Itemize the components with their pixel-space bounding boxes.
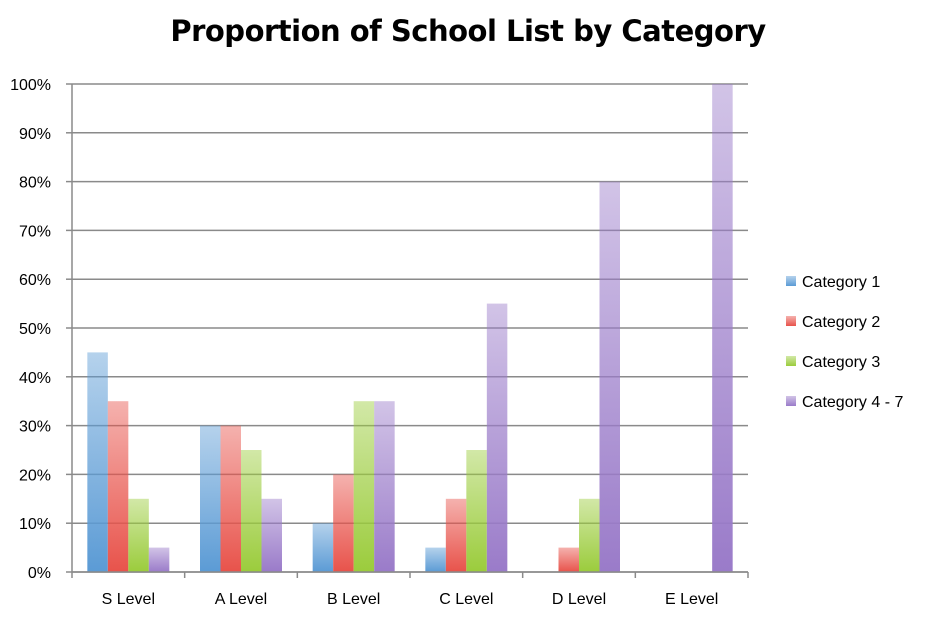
bar-d-level-category-4-7 — [599, 181, 620, 572]
bar-b-level-category-4-7 — [374, 401, 395, 572]
bar-d-level-category-3 — [579, 498, 600, 572]
legend-swatch-category-2 — [786, 316, 796, 326]
y-tick-label: 10% — [19, 516, 51, 533]
x-tick-label: E Level — [665, 591, 718, 608]
y-tick-label: 50% — [19, 321, 51, 338]
bar-a-level-category-3 — [241, 450, 262, 572]
legend-swatch-category-1 — [786, 276, 796, 286]
legend-label-category-4-7: Category 4 - 7 — [802, 394, 903, 411]
y-tick-label: 40% — [19, 370, 51, 387]
x-tick-label: S Level — [102, 591, 155, 608]
bar-a-level-category-1 — [200, 425, 221, 572]
legend-swatch-category-4-7 — [786, 396, 796, 406]
y-tick-label: 100% — [10, 77, 51, 94]
legend-label-category-2: Category 2 — [802, 314, 880, 331]
bars — [87, 84, 733, 572]
legend-label-category-1: Category 1 — [802, 274, 880, 291]
x-tick-label: A Level — [215, 591, 267, 608]
chart-title: Proportion of School List by Category — [170, 14, 766, 48]
y-tick-label: 60% — [19, 272, 51, 289]
legend: Category 1 Category 2 Category 3 Category 4… — [786, 274, 903, 411]
y-tick-label: 70% — [19, 223, 51, 240]
bar-b-level-category-3 — [353, 401, 375, 572]
bar-c-level-category-1 — [425, 547, 446, 572]
bar-s-level-category-2 — [107, 401, 129, 572]
bar-a-level-category-2 — [220, 425, 241, 572]
legend-label-category-3: Category 3 — [802, 354, 880, 371]
axes: 0% 10% 20% 30% 40% 50% 60% 70% 80% 90% 100% S Level… — [10, 77, 749, 608]
bar-d-level-category-2 — [558, 547, 579, 572]
bar-b-level-category-1 — [312, 523, 334, 572]
y-tick-label: 80% — [19, 175, 51, 192]
x-tick-label: B Level — [327, 591, 380, 608]
y-tick-label: 0% — [28, 565, 51, 582]
legend-swatch-category-3 — [786, 356, 796, 366]
y-tick-label: 30% — [19, 419, 51, 436]
bar-c-level-category-4-7 — [486, 303, 508, 572]
bar-b-level-category-2 — [333, 474, 354, 572]
bar-s-level-category-4-7 — [148, 547, 170, 572]
y-tick-label: 90% — [19, 126, 51, 143]
bar-c-level-category-3 — [466, 450, 487, 572]
bar-c-level-category-2 — [445, 498, 467, 572]
bar-a-level-category-4-7 — [261, 498, 282, 572]
bar-s-level-category-1 — [87, 352, 108, 572]
x-tick-label: D Level — [552, 591, 606, 608]
gridlines — [72, 83, 748, 573]
x-tick-label: C Level — [439, 591, 493, 608]
bar-e-level-category-4-7 — [712, 84, 733, 572]
y-tick-label: 20% — [19, 467, 51, 484]
bar-s-level-category-3 — [128, 498, 149, 572]
